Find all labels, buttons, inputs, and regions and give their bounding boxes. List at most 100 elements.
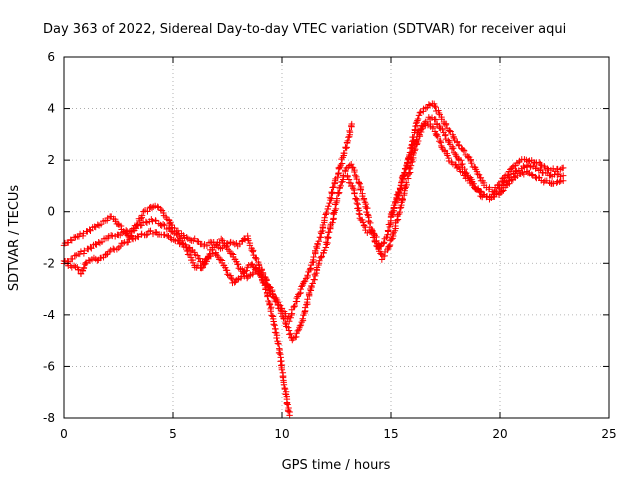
data-point-marker [296, 290, 304, 297]
data-point-marker [321, 247, 328, 254]
data-point-marker [161, 222, 168, 229]
data-point-marker [245, 237, 252, 244]
data-point-marker [69, 255, 76, 263]
data-point-marker [556, 178, 563, 186]
series-track-e [387, 120, 567, 221]
data-point-marker [285, 408, 292, 415]
data-point-marker [351, 172, 359, 179]
data-point-marker [284, 401, 291, 408]
data-point-marker [553, 179, 560, 187]
data-point-marker [389, 230, 396, 238]
data-point-marker [511, 173, 518, 180]
data-point-marker [186, 236, 194, 244]
data-point-marker [434, 133, 441, 140]
data-point-marker [444, 152, 451, 159]
data-point-marker [228, 250, 235, 257]
data-point-marker [259, 274, 266, 281]
plot-frame [63, 56, 610, 419]
data-point-marker [388, 236, 395, 243]
data-point-marker [194, 238, 201, 245]
data-point-marker [364, 211, 371, 218]
data-point-marker [228, 275, 236, 283]
data-point-marker [280, 381, 288, 388]
data-point-marker [301, 277, 309, 285]
data-point-marker [378, 256, 386, 263]
data-point-marker [253, 255, 260, 263]
data-point-marker [167, 234, 174, 241]
y-tick-label: 0 [47, 205, 55, 219]
data-point-marker [118, 229, 126, 237]
data-point-marker [416, 109, 424, 116]
data-point-marker [311, 271, 319, 278]
data-point-marker [124, 238, 132, 246]
data-point-marker [249, 248, 256, 255]
data-point-marker [351, 168, 358, 176]
data-point-marker [203, 258, 210, 265]
data-point-marker [316, 257, 323, 264]
data-point-marker [433, 132, 440, 139]
data-point-marker [460, 147, 468, 155]
data-point-marker [165, 224, 173, 232]
x-tick-label: 5 [169, 427, 177, 441]
data-point-marker [234, 261, 242, 268]
data-point-marker [326, 199, 333, 207]
data-point-marker [128, 226, 136, 234]
data-point-marker [425, 101, 433, 108]
data-point-marker [455, 141, 462, 149]
data-point-marker [393, 217, 401, 224]
ticks: 0 5 10 15 20 25 -8 -6 -4 -2 0 2 4 6 [43, 50, 617, 441]
data-point-marker [461, 172, 469, 179]
grid [64, 57, 609, 418]
y-tick-label: 4 [47, 102, 55, 116]
data-point-marker [307, 287, 315, 294]
data-point-marker [327, 221, 335, 228]
data-point-marker [477, 188, 484, 195]
data-point-marker [439, 126, 446, 133]
data-point-marker [544, 165, 551, 172]
data-point-marker [359, 219, 367, 226]
data-point-marker [143, 231, 150, 239]
y-tick-label: 6 [47, 50, 55, 64]
data-point-marker [273, 298, 280, 306]
data-point-marker [302, 275, 310, 282]
data-point-marker [159, 221, 167, 228]
data-point-marker [174, 227, 182, 235]
data-point-marker [413, 118, 421, 126]
data-point-marker [315, 238, 323, 245]
data-point-marker [412, 146, 419, 153]
data-point-marker [267, 308, 275, 315]
series-track-a [60, 120, 355, 325]
data-point-marker [342, 145, 350, 152]
data-point-marker [498, 188, 506, 195]
data-point-marker [176, 240, 183, 248]
data-point-marker [442, 131, 449, 138]
data-point-marker [338, 160, 346, 167]
chart-title: Day 363 of 2022, Sidereal Day-to-day VTE… [43, 22, 566, 37]
data-point-marker [448, 145, 456, 153]
data-point-marker [160, 209, 167, 217]
data-point-marker [357, 186, 365, 194]
data-point-marker [272, 297, 279, 305]
data-point-marker [486, 184, 493, 191]
x-tick-label: 25 [601, 427, 616, 441]
data-point-marker [401, 169, 409, 176]
data-point-marker [554, 171, 561, 178]
data-point-marker [138, 230, 145, 238]
data-point-marker [311, 276, 318, 283]
data-point-marker [122, 227, 130, 234]
data-point-marker [299, 315, 306, 322]
y-tick-label: -6 [43, 359, 55, 373]
data-point-marker [217, 256, 224, 263]
data-point-marker [332, 205, 340, 213]
data-point-marker [346, 129, 354, 136]
data-point-marker [474, 170, 481, 178]
data-point-marker [537, 160, 544, 168]
data-point-marker [273, 334, 280, 342]
data-point-marker [145, 228, 153, 235]
data-point-marker [347, 161, 355, 168]
data-point-marker [304, 272, 311, 279]
x-tick-label: 10 [274, 427, 289, 441]
data-point-marker [528, 171, 535, 178]
data-point-marker [270, 321, 277, 328]
data-point-marker [282, 319, 289, 327]
